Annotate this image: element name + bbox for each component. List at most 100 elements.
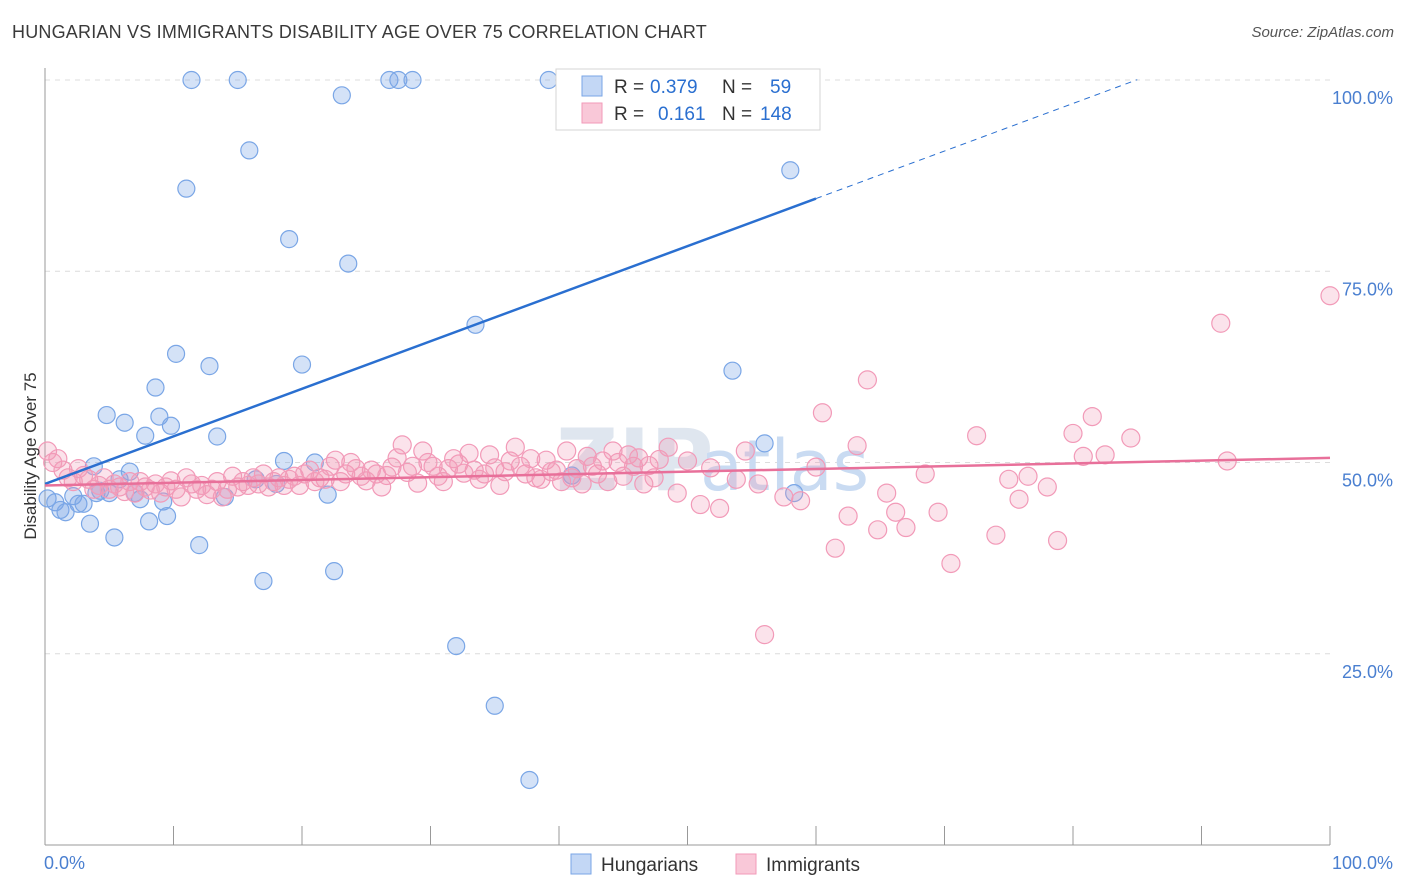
immigrants-point <box>413 441 433 461</box>
hungarians-point <box>139 512 159 531</box>
immigrants-point <box>1082 407 1102 427</box>
immigrants-point <box>1095 445 1115 465</box>
immigrants-point <box>754 625 775 645</box>
immigrants-point <box>896 517 916 538</box>
hungarians-point <box>280 230 299 249</box>
immigrants-point <box>418 452 438 473</box>
bottom-legend-swatch-immigrants <box>735 853 757 875</box>
immigrants-point <box>915 464 935 484</box>
hungarians-point <box>146 378 165 397</box>
legend-r-value-hungarians: 0.379 <box>650 77 698 98</box>
immigrants-trendline <box>44 456 1331 487</box>
hungarians-trendline <box>44 197 817 486</box>
immigrants-point <box>382 457 402 477</box>
hungarians-point <box>97 405 116 425</box>
immigrants-point <box>634 474 654 494</box>
x-tick-label-max: 100.0% <box>1332 853 1393 873</box>
hungarians-point <box>485 696 504 715</box>
immigrants-point <box>999 469 1019 489</box>
immigrants-point <box>1063 423 1083 444</box>
immigrants-point <box>735 441 755 461</box>
hungarians-point <box>332 86 351 105</box>
immigrants-point <box>857 370 878 390</box>
immigrants-point <box>197 485 217 505</box>
immigrants-point <box>639 455 659 476</box>
legend-r-value-immigrants: 0.161 <box>658 104 706 125</box>
legend-swatch-immigrants <box>581 102 603 124</box>
immigrants-point <box>187 479 207 499</box>
hungarians-point <box>161 416 181 435</box>
immigrants-point <box>48 449 68 469</box>
hungarians-point <box>240 141 259 160</box>
immigrants-point <box>774 487 794 507</box>
hungarians-point <box>318 485 337 504</box>
chart-title: HUNGARIAN VS IMMIGRANTS DISABILITY AGE O… <box>12 22 707 42</box>
immigrants-point <box>459 443 479 463</box>
legend-n-label-immigrants: N = <box>722 104 752 125</box>
immigrants-point <box>748 474 768 494</box>
immigrants-point <box>710 498 730 518</box>
hungarians-point <box>781 161 800 180</box>
immigrants-point <box>603 441 623 461</box>
hungarians-point <box>177 179 196 198</box>
y-tick-label: 75.0% <box>1342 279 1393 299</box>
hungarians-point <box>120 462 139 481</box>
immigrants-point <box>392 435 412 455</box>
immigrants-point <box>667 483 687 503</box>
immigrants-point <box>1018 466 1038 486</box>
x-ticks <box>44 826 1331 845</box>
immigrants-point <box>171 487 191 507</box>
immigrants-point <box>1121 428 1141 448</box>
hungarians-point <box>403 70 422 90</box>
immigrants-point <box>1211 313 1231 333</box>
hungarians-point <box>208 427 227 446</box>
hungarians-point <box>56 503 75 522</box>
immigrants-point <box>868 520 888 540</box>
hungarians-point <box>136 426 155 445</box>
immigrants-point <box>505 437 525 457</box>
immigrants-point <box>825 538 845 558</box>
immigrants-point <box>43 452 63 473</box>
immigrants-point <box>677 451 698 471</box>
immigrants-points <box>37 286 1340 645</box>
hungarians-point <box>200 357 219 376</box>
hungarians-point <box>325 562 344 581</box>
hungarians-point <box>190 536 209 555</box>
legend-n-value-hungarians: 59 <box>770 77 791 98</box>
bottom-legend-swatch-hungarians <box>570 853 592 875</box>
bottom-legend-label-hungarians: Hungarians <box>601 855 698 876</box>
immigrants-point <box>464 460 484 480</box>
hungarians-point <box>228 70 247 90</box>
hungarians-point <box>785 484 804 503</box>
hungarians-point <box>115 413 134 432</box>
immigrants-point <box>701 458 721 478</box>
immigrants-point <box>320 456 340 476</box>
immigrants-point <box>341 452 361 473</box>
immigrants-point <box>1037 477 1057 497</box>
y-tick-label: 50.0% <box>1342 471 1393 491</box>
legend-n-value-immigrants: 148 <box>760 104 792 125</box>
immigrants-point <box>928 502 948 522</box>
watermark-atlas: atlas <box>700 425 869 507</box>
immigrants-point <box>444 449 464 469</box>
immigrants-point <box>941 553 961 574</box>
immigrants-point <box>94 468 114 488</box>
hungarians-point <box>539 70 558 90</box>
hungarians-trendline-extension <box>815 79 1138 200</box>
immigrants-point <box>423 456 443 476</box>
hungarians-point <box>105 528 124 547</box>
immigrants-point <box>790 491 811 511</box>
immigrants-point <box>294 464 315 484</box>
hungarians-point <box>157 506 177 526</box>
immigrants-point <box>886 502 906 522</box>
immigrants-point <box>551 472 572 492</box>
source-credit: Source: ZipAtlas.com <box>1251 24 1394 41</box>
hungarians-point <box>723 361 742 380</box>
immigrants-point <box>572 474 592 494</box>
immigrants-point <box>1073 446 1093 466</box>
hungarians-point <box>166 344 186 363</box>
hungarians-point <box>292 355 312 374</box>
immigrants-point <box>120 472 140 492</box>
immigrants-point <box>325 450 346 470</box>
